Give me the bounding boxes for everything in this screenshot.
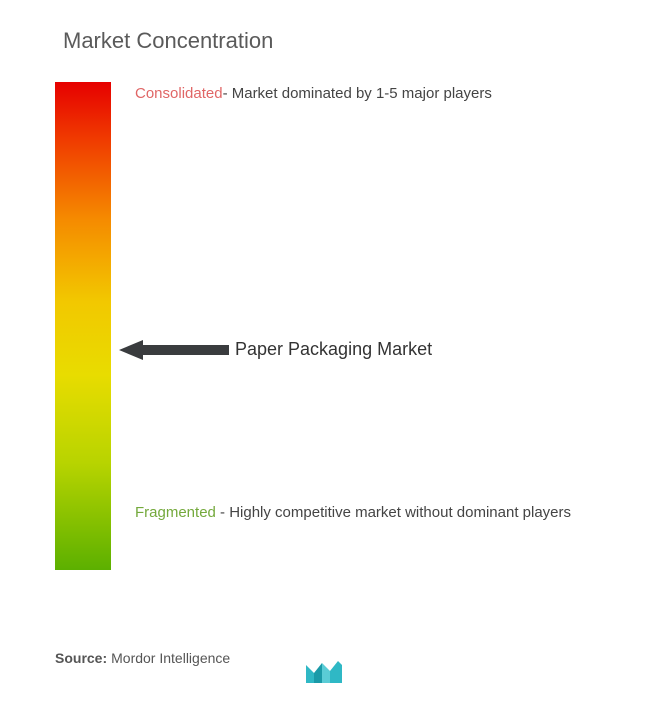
brand-logo (304, 653, 344, 690)
consolidated-description: - Market dominated by 1-5 major players (223, 85, 492, 102)
infographic-container: Market Concentration Consolidated- Marke… (0, 0, 647, 720)
concentration-gradient-bar (55, 82, 111, 570)
consolidated-label-row: Consolidated- Market dominated by 1-5 ma… (135, 84, 597, 104)
source-value: Mordor Intelligence (111, 650, 230, 666)
consolidated-term: Consolidated (135, 85, 223, 102)
source-attribution: Source: Mordor Intelligence (55, 650, 230, 666)
fragmented-description: - Highly competitive market without domi… (216, 504, 571, 521)
content-area: Consolidated- Market dominated by 1-5 ma… (55, 82, 597, 582)
fragmented-term: Fragmented (135, 504, 216, 521)
page-title: Market Concentration (63, 28, 597, 54)
arrow-icon (119, 338, 229, 362)
market-name-label: Paper Packaging Market (235, 339, 432, 360)
fragmented-label-row: Fragmented - Highly competitive market w… (135, 502, 607, 525)
source-label: Source: (55, 650, 107, 666)
market-marker-row: Paper Packaging Market (119, 338, 432, 362)
